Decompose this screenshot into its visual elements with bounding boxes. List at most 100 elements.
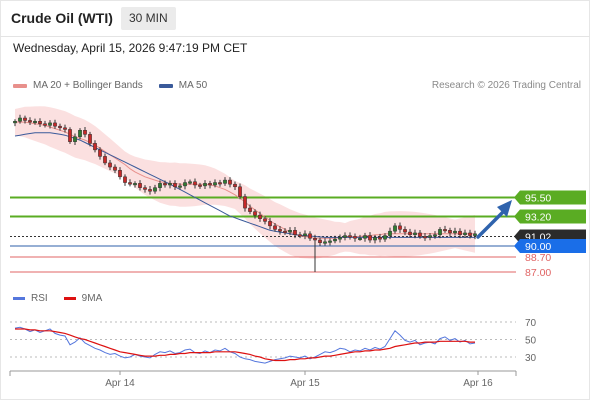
candle-body [143, 187, 147, 190]
candle-body [378, 237, 382, 240]
candle-body [398, 225, 402, 230]
level-label-93.20: 93.20 [525, 212, 551, 224]
candle-body [183, 182, 187, 187]
candle-body [338, 237, 342, 240]
candle-body [438, 229, 442, 235]
candle-body [393, 225, 397, 232]
candle-body [23, 117, 27, 121]
candle-body [203, 183, 207, 187]
forecast-arrow-icon [476, 210, 505, 239]
candle-body [373, 237, 377, 241]
legend-rsi-label: RSI [31, 293, 48, 304]
candle-body [433, 234, 437, 237]
candle-body [388, 230, 392, 236]
level-tag-90.00 [514, 239, 586, 253]
candle-body [198, 184, 202, 187]
candle-body [448, 230, 452, 234]
candle-body [78, 130, 82, 138]
candle-body [263, 218, 267, 222]
x-axis-label-apr-15: Apr 15 [290, 378, 320, 389]
candle-body [18, 117, 22, 122]
candle-body [53, 122, 57, 127]
rsi-ma-line [15, 328, 475, 362]
candle-body [118, 170, 122, 178]
legend-rsi-ma: 9MA [63, 293, 102, 304]
forecast-arrowhead-icon [497, 200, 512, 217]
research-credit: Research © 2026 Trading Central [431, 80, 581, 91]
legend-rsi: RSI [13, 293, 48, 304]
candle-body [268, 221, 272, 227]
candle-body [83, 130, 87, 135]
ma50-swatch-icon [158, 83, 173, 88]
candle-body [358, 238, 362, 241]
candle-body [173, 183, 177, 188]
level-tag-93.20 [514, 209, 586, 224]
candle-body [383, 235, 387, 240]
candle-body [363, 235, 367, 239]
candle-body [323, 241, 327, 244]
candle-body [63, 127, 67, 130]
candle-body [163, 183, 167, 186]
candle-body [178, 185, 182, 188]
candle-body [248, 207, 252, 212]
rsi-swatch-icon [13, 297, 25, 300]
candle-body [258, 214, 262, 219]
candle-body [168, 183, 172, 186]
candle-body [293, 230, 297, 235]
level-tag-95.50 [514, 190, 586, 205]
candle-body [193, 181, 197, 186]
x-axis-label-apr-16: Apr 16 [463, 378, 493, 389]
candle-body [28, 120, 32, 123]
rsi-line [14, 326, 476, 364]
legend-ma50-label: MA 50 [178, 80, 208, 91]
candle-body [333, 238, 337, 242]
candle-body [403, 229, 407, 233]
bollinger-swatch-icon [13, 83, 27, 88]
candle-body [353, 236, 357, 239]
candle-body [228, 179, 232, 185]
candle-body [463, 232, 467, 235]
rsi-tick-50: 50 [525, 336, 537, 347]
candle-body [348, 235, 352, 238]
candle-body [223, 179, 227, 184]
candle-body [408, 231, 412, 235]
candle-body [458, 230, 462, 235]
candle-body [313, 238, 317, 241]
x-axis-label-apr-14: Apr 14 [105, 378, 135, 389]
candle-body [288, 230, 292, 233]
legend-bollinger: MA 20 + Bollinger Bands [13, 80, 143, 91]
candle-body [123, 176, 127, 183]
candle-body [278, 229, 282, 232]
rsi-tick-30: 30 [525, 353, 537, 364]
candle-body [303, 233, 307, 236]
rsi-ma-swatch-icon [63, 297, 76, 300]
candle-body [238, 186, 242, 197]
candle-body [148, 189, 152, 192]
candle-body [68, 129, 72, 142]
candle-body [283, 230, 287, 233]
candle-body [253, 211, 257, 216]
candle-body [208, 183, 212, 186]
candle-body [73, 136, 77, 142]
candle-body [443, 229, 447, 232]
candle-body [328, 240, 332, 243]
candle-body [113, 166, 117, 171]
candle-body [98, 149, 102, 157]
candle-body [423, 236, 427, 239]
candle-body [343, 235, 347, 238]
candle-body [468, 232, 472, 236]
candle-body [428, 235, 432, 238]
candle-body [33, 121, 37, 124]
legend-bollinger-label: MA 20 + Bollinger Bands [33, 80, 143, 91]
legend-ma50: MA 50 [158, 80, 208, 91]
rsi-legend: RSI 9MA [13, 293, 118, 304]
candle-body [38, 121, 42, 124]
candle-body [103, 156, 107, 164]
candle-body [233, 183, 237, 188]
candle-body [243, 196, 247, 209]
candle-body [318, 239, 322, 243]
interval-button[interactable]: 30 MIN [121, 7, 176, 30]
candle-body [368, 235, 372, 241]
candle-body [273, 225, 277, 230]
